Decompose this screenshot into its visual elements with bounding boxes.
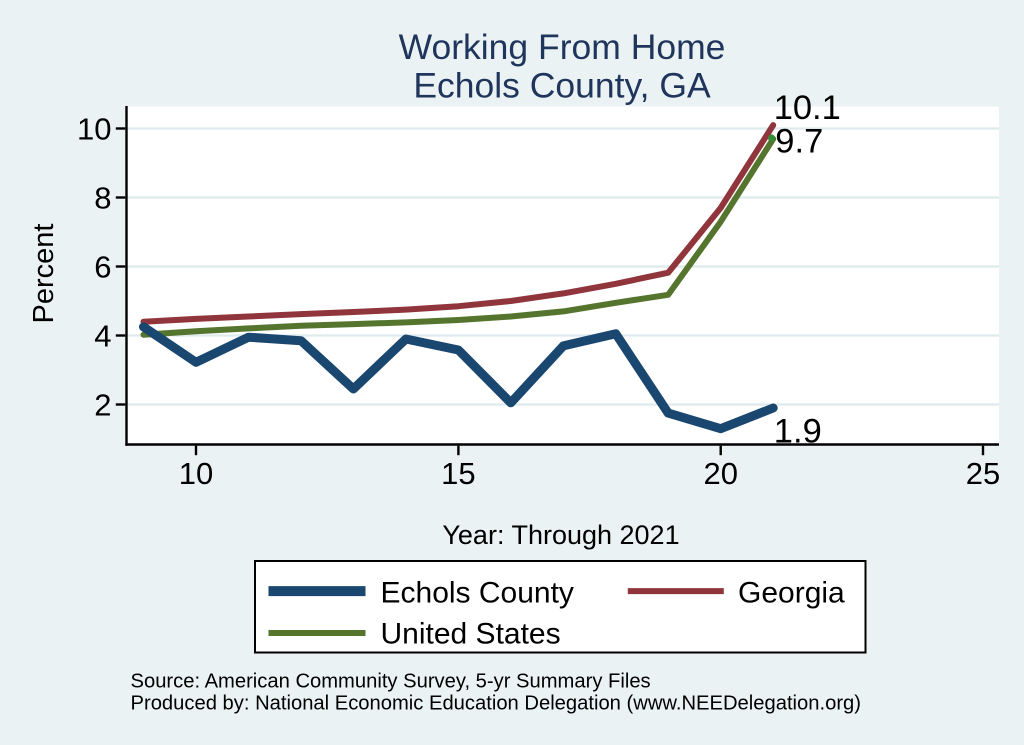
svg-text:Produced by: National Economic: Produced by: National Economic Education… (131, 692, 862, 714)
svg-text:10: 10 (77, 112, 111, 147)
svg-text:Georgia: Georgia (738, 576, 845, 609)
svg-text:United States: United States (381, 617, 561, 650)
svg-text:9.7: 9.7 (775, 123, 823, 161)
svg-text:Echols County: Echols County (381, 576, 574, 609)
svg-text:8: 8 (94, 181, 111, 216)
svg-text:20: 20 (703, 456, 737, 491)
svg-text:25: 25 (966, 456, 1000, 491)
svg-text:Working From Home: Working From Home (399, 27, 726, 67)
svg-text:Percent: Percent (28, 224, 60, 324)
svg-text:10.1: 10.1 (774, 89, 841, 127)
svg-text:2: 2 (94, 388, 111, 423)
svg-text:Year: Through 2021: Year: Through 2021 (442, 520, 679, 550)
svg-text:15: 15 (441, 456, 475, 491)
svg-text:Echols County, GA: Echols County, GA (413, 65, 711, 105)
svg-text:1.9: 1.9 (774, 413, 822, 451)
svg-text:10: 10 (179, 456, 213, 491)
svg-text:Source: American Community Sur: Source: American Community Survey, 5-yr … (131, 671, 651, 693)
svg-text:4: 4 (94, 319, 111, 354)
svg-text:6: 6 (94, 250, 111, 285)
